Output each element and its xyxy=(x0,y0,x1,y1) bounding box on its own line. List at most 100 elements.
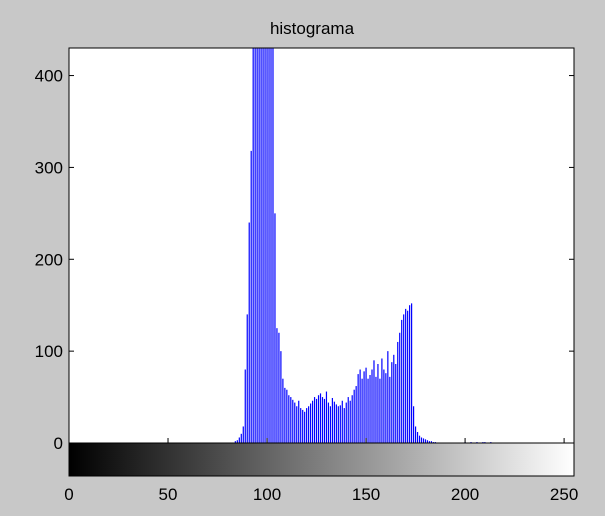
histogram-bar xyxy=(337,406,339,443)
histogram-bar xyxy=(260,48,262,443)
histogram-bar xyxy=(270,48,272,443)
histogram-bar xyxy=(321,397,324,443)
histogram-bar xyxy=(339,405,341,443)
y-tick-label: 200 xyxy=(35,250,63,269)
histogram-bar xyxy=(244,369,246,443)
histogram-bar xyxy=(313,397,316,443)
histogram-bar xyxy=(248,222,250,443)
histogram-bar xyxy=(387,351,389,443)
histogram-bar xyxy=(310,403,312,443)
histogram-bar xyxy=(405,308,407,443)
histogram-bar xyxy=(258,48,260,443)
y-axis: 0 100 200 300 400 xyxy=(35,67,574,453)
y-tick-label: 400 xyxy=(35,67,63,86)
plot-area xyxy=(69,48,574,443)
histogram-bar xyxy=(343,408,345,443)
histogram-bar xyxy=(335,404,337,443)
histogram-bar xyxy=(426,440,429,443)
histogram-bar xyxy=(397,341,399,443)
histogram-bar xyxy=(238,437,240,443)
histogram-bar xyxy=(351,395,353,443)
histogram-bar xyxy=(416,431,419,443)
histogram-bar xyxy=(349,400,351,443)
y-tick-label: 0 xyxy=(54,434,63,453)
histogram-bar xyxy=(266,48,268,443)
histogram-bar xyxy=(373,360,375,443)
x-tick-label: 0 xyxy=(64,485,73,504)
histogram-bar xyxy=(315,398,318,443)
histogram-bar xyxy=(268,48,270,443)
histogram-bar xyxy=(274,213,276,443)
histogram-bar xyxy=(333,401,335,443)
histogram-bar xyxy=(317,395,320,443)
histogram-bar xyxy=(430,441,433,443)
histogram-bar xyxy=(294,402,296,443)
histogram-bar xyxy=(418,435,421,443)
histogram-bar xyxy=(250,150,252,443)
histogram-bar xyxy=(401,319,403,443)
histogram-bars xyxy=(234,48,492,443)
histogram-bar xyxy=(355,386,357,443)
histogram-bar xyxy=(341,400,343,443)
histogram-bar xyxy=(403,314,405,443)
histogram-bar xyxy=(290,397,292,443)
histogram-bar xyxy=(286,389,288,443)
histogram-bar xyxy=(319,393,322,443)
histogram-bar xyxy=(353,389,355,443)
histogram-bar xyxy=(280,351,282,443)
histogram-bar xyxy=(381,358,383,443)
histogram-bar xyxy=(302,409,304,443)
histogram-bar xyxy=(292,399,294,443)
histogram-bar xyxy=(422,438,425,443)
histogram-bar xyxy=(367,378,369,443)
histogram-bar xyxy=(428,441,431,443)
histogram-bar xyxy=(389,376,391,443)
histogram-bar xyxy=(347,397,349,443)
histogram-bar xyxy=(414,426,417,443)
histogram-bar xyxy=(383,369,385,443)
histogram-bar xyxy=(391,362,393,443)
x-axis: 0 50 100 150 200 250 xyxy=(64,438,578,504)
histogram-bar xyxy=(276,328,278,443)
histogram-bar xyxy=(409,305,411,443)
histogram-bar xyxy=(331,397,333,443)
histogram-bar xyxy=(345,402,347,443)
y-tick-label: 300 xyxy=(35,158,63,177)
histogram-bar xyxy=(363,371,365,443)
histogram-bar xyxy=(242,426,244,443)
histogram-bar xyxy=(420,437,423,443)
x-tick-label: 200 xyxy=(451,485,479,504)
histogram-bar xyxy=(252,48,254,443)
histogram-bar xyxy=(385,373,387,443)
histogram-bar xyxy=(256,48,258,443)
histogram-bar xyxy=(377,364,379,443)
histogram-bar xyxy=(264,48,266,443)
histogram-bar xyxy=(298,400,300,443)
histogram-bar xyxy=(254,48,256,443)
histogram-bar xyxy=(407,310,409,443)
histogram-bar xyxy=(399,332,401,443)
histogram-bar xyxy=(375,376,377,443)
histogram-bar xyxy=(393,354,395,443)
histogram-bar xyxy=(296,406,298,443)
histogram-bar xyxy=(288,395,290,443)
histogram-bar xyxy=(284,387,286,443)
histogram-bar xyxy=(329,406,332,443)
histogram-bar xyxy=(246,314,248,443)
x-tick-label: 250 xyxy=(550,485,578,504)
histogram-bar xyxy=(379,378,381,443)
histogram-bar xyxy=(371,369,373,443)
histogram-bar xyxy=(412,406,415,443)
histogram-bar xyxy=(278,332,280,443)
histogram-bar xyxy=(304,411,306,443)
y-tick-label: 100 xyxy=(35,342,63,361)
histogram-bar xyxy=(411,303,413,443)
x-tick-label: 50 xyxy=(159,485,178,504)
axes-frame xyxy=(68,47,575,477)
histogram-bar xyxy=(424,439,427,443)
histogram-bar xyxy=(395,364,397,443)
histogram-bar xyxy=(359,369,361,443)
histogram-bar xyxy=(300,408,302,443)
histogram-bar xyxy=(361,378,363,443)
